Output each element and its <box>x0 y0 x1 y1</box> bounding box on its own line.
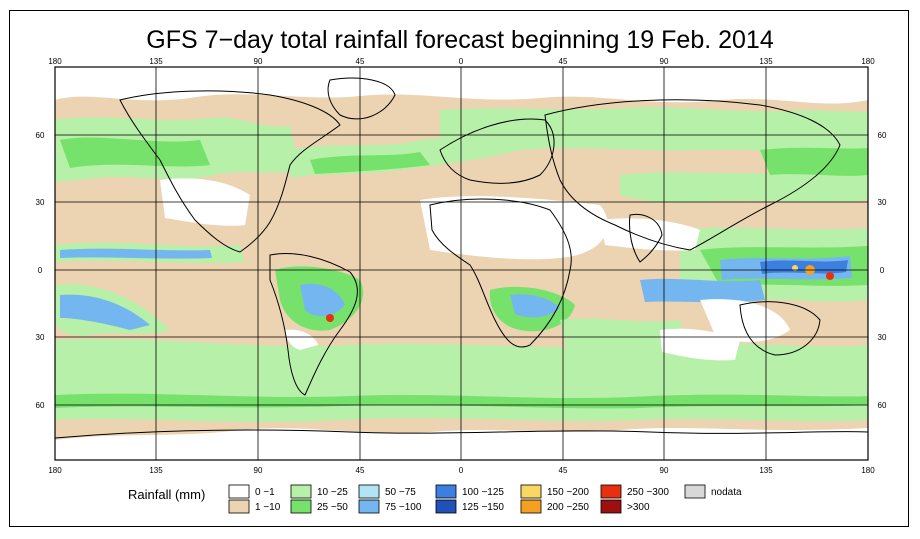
lon-tick-top: 90 <box>254 57 263 66</box>
lat-tick-right: 30 <box>878 333 887 342</box>
lon-tick-bottom: 180 <box>861 466 875 475</box>
map-border <box>54 66 869 461</box>
lon-tick-top: 45 <box>356 57 365 66</box>
legend-label: 250 −300 <box>627 487 669 498</box>
lon-tick-top: 90 <box>660 57 669 66</box>
legend-title: Rainfall (mm) <box>128 487 205 502</box>
lat-tick-right: 60 <box>878 131 887 140</box>
legend-swatch <box>435 499 457 514</box>
axis-labels: 180 135 90 45 0 45 90 135 180 180 135 90… <box>36 57 887 475</box>
figure-frame <box>9 10 909 527</box>
legend-label: 1 −10 <box>255 502 281 513</box>
legend-label: 0 −1 <box>255 487 275 498</box>
lon-tick-top: 45 <box>559 57 568 66</box>
lon-tick-bottom: 135 <box>759 466 773 475</box>
legend-swatch <box>600 499 622 514</box>
lon-tick-bottom: 90 <box>660 466 669 475</box>
lat-tick-left: 30 <box>36 198 45 207</box>
lat-tick-right: 60 <box>878 401 887 410</box>
lat-tick-right: 0 <box>880 266 885 275</box>
legend-swatch <box>520 499 542 514</box>
coastlines <box>55 77 868 439</box>
lat-tick-left: 30 <box>36 333 45 342</box>
legend-swatch <box>435 484 457 499</box>
legend-swatch <box>520 484 542 499</box>
legend-label: 150 −200 <box>547 487 589 498</box>
graticule <box>55 67 868 460</box>
lon-tick-top: 135 <box>149 57 163 66</box>
lon-tick-top: 0 <box>459 57 464 66</box>
legend-swatch <box>358 499 380 514</box>
legend-swatch <box>228 499 250 514</box>
legend: Rainfall (mm) 0 −1 1 −10 10 −25 25 −50 50 −7… <box>128 484 742 514</box>
lon-tick-bottom: 90 <box>254 466 263 475</box>
lat-tick-left: 60 <box>36 131 45 140</box>
lon-tick-bottom: 45 <box>559 466 568 475</box>
lon-tick-top: 180 <box>861 57 875 66</box>
legend-swatch <box>228 484 250 499</box>
lon-tick-bottom: 135 <box>149 466 163 475</box>
legend-label: 50 −75 <box>385 487 416 498</box>
lon-tick-bottom: 0 <box>459 466 464 475</box>
map-title: GFS 7−day total rainfall forecast beginn… <box>146 26 774 54</box>
legend-label: nodata <box>711 487 742 498</box>
legend-label: 100 −125 <box>462 487 504 498</box>
legend-swatch <box>600 484 622 499</box>
legend-label: 10 −25 <box>317 487 348 498</box>
legend-label: 75 −100 <box>385 502 422 513</box>
lon-tick-top: 135 <box>759 57 773 66</box>
legend-swatch <box>290 484 312 499</box>
lon-tick-bottom: 180 <box>48 466 62 475</box>
legend-swatch <box>290 499 312 514</box>
legend-label: 200 −250 <box>547 502 589 513</box>
legend-label: 25 −50 <box>317 502 348 513</box>
lat-tick-left: 0 <box>38 266 43 275</box>
legend-swatch <box>358 484 380 499</box>
lat-tick-left: 60 <box>36 401 45 410</box>
lon-tick-bottom: 45 <box>356 466 365 475</box>
lon-tick-top: 180 <box>48 57 62 66</box>
legend-label: 125 −150 <box>462 502 504 513</box>
legend-swatch <box>684 484 706 499</box>
lat-tick-right: 30 <box>878 198 887 207</box>
legend-label: >300 <box>627 502 650 513</box>
